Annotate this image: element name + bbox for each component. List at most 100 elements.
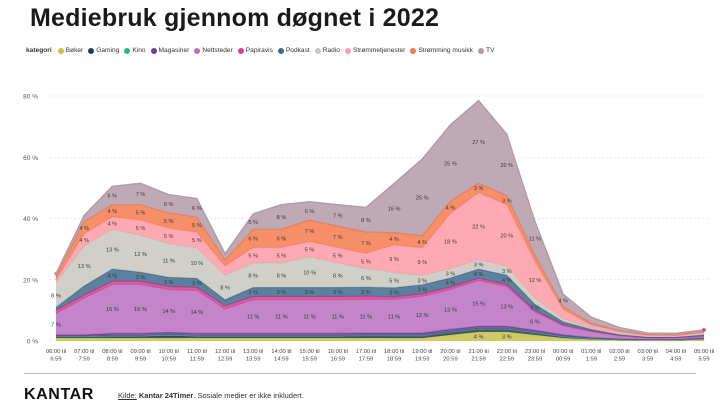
data-label: 3 % <box>502 269 512 275</box>
x-tick-label: 04:00 til 4:59 <box>666 349 686 363</box>
data-label: 5 % <box>192 238 202 244</box>
area-tv <box>56 100 704 335</box>
legend-label: Nettsteder <box>202 47 233 54</box>
legend-label: Bøker <box>65 47 84 54</box>
data-label: 11 % <box>163 259 175 265</box>
x-tick-line: 10:59 <box>161 357 176 363</box>
y-tick-label: 20 % <box>23 277 38 284</box>
data-label: 15 % <box>472 302 485 308</box>
x-tick-line: 5:59 <box>698 357 709 363</box>
data-label: 11 % <box>275 315 287 321</box>
x-tick-line: 03:00 til <box>637 349 657 355</box>
x-tick-line: 09:00 til <box>130 349 150 355</box>
x-tick-label: 15:00 til 15:59 <box>299 349 319 363</box>
point-marker <box>54 271 58 276</box>
chart-legend: kategori Bøker Gaming Kino Magasiner Nettste… <box>26 47 499 54</box>
x-tick-line: 16:59 <box>330 357 345 363</box>
data-label: 5 % <box>248 220 258 226</box>
line-tv <box>55 99 705 335</box>
data-label: 3 % <box>417 278 427 284</box>
data-label: 7 % <box>333 214 343 220</box>
x-tick-label: 19:00 til 19:59 <box>412 349 432 363</box>
x-tick-label: 21:00 til 21:59 <box>468 349 488 363</box>
legend-swatch <box>194 47 201 54</box>
data-label: 8 % <box>277 215 287 221</box>
x-tick-line: 05:00 til <box>694 349 714 355</box>
x-tick-label: 07:00 til 7:59 <box>74 349 94 363</box>
data-label: 7 % <box>136 192 146 198</box>
data-label: 4 % <box>446 206 456 212</box>
legend-item-stromming-musikk: Strømming musikk <box>410 47 473 54</box>
data-label: 3 % <box>305 290 315 296</box>
data-label: 5 % <box>192 223 202 229</box>
data-label: 3 % <box>192 281 202 287</box>
data-label: 20 % <box>500 234 513 240</box>
x-tick-line: 23:00 til <box>525 349 545 355</box>
data-label: 4 % <box>474 272 484 278</box>
x-tick-line: 20:59 <box>443 357 458 363</box>
data-label: 3 % <box>164 280 174 286</box>
legend-title: kategori <box>26 47 52 54</box>
data-label: 6 % <box>164 202 174 208</box>
area-gaming <box>56 328 704 341</box>
x-tick-label: 10:00 til 10:59 <box>159 349 179 363</box>
x-tick-line: 18:59 <box>387 357 402 363</box>
data-label: 16 % <box>106 307 119 313</box>
x-tick-line: 11:00 til <box>187 349 207 355</box>
data-label: 3 % <box>474 263 484 269</box>
kantar-logo: KANTAR <box>24 386 94 403</box>
legend-swatch <box>277 47 284 54</box>
data-label: 9 % <box>389 257 399 263</box>
data-label: 25 % <box>416 196 429 202</box>
data-label: 25 % <box>444 161 457 167</box>
data-label: 4 % <box>474 335 484 341</box>
data-label: 3 % <box>446 272 456 278</box>
x-tick-label: 20:00 til 20:59 <box>440 349 460 363</box>
x-tick-label: 11:00 til 11:59 <box>187 349 207 363</box>
legend-label: Papiravis <box>245 47 273 54</box>
x-tick-line: 20:00 til <box>440 349 460 355</box>
chart-title: Mediebruk gjennom døgnet i 2022 <box>30 4 440 32</box>
data-label: 7 % <box>305 229 315 235</box>
x-tick-line: 13:59 <box>246 357 261 363</box>
data-label: 4 % <box>79 238 89 244</box>
x-tick-label: 16:00 til 16:59 <box>328 349 348 363</box>
x-tick-line: 19:00 til <box>412 349 432 355</box>
data-label: 4 % <box>108 273 118 279</box>
legend-item-gaming: Gaming <box>88 47 119 54</box>
footer-divider <box>24 373 696 374</box>
legend-swatch <box>124 47 131 54</box>
data-label: 8 % <box>333 273 343 279</box>
legend-label: Magasiner <box>158 47 190 54</box>
legend-item-podkast: Podkast <box>277 47 310 54</box>
x-tick-line: 02:00 til <box>609 349 629 355</box>
x-tick-label: 13:00 til 13:59 <box>243 349 263 363</box>
data-label: 11 % <box>388 314 400 320</box>
data-label: 5 % <box>277 253 287 259</box>
legend-item-kino: Kino <box>124 47 146 54</box>
data-label: 5 % <box>136 226 146 232</box>
data-label: 4 % <box>389 237 399 243</box>
data-label: 16 % <box>134 307 147 313</box>
x-tick-label: 09:00 til 9:59 <box>130 349 150 363</box>
data-label: 11 % <box>303 315 315 321</box>
legend-label: Strømmetjenester <box>352 47 406 54</box>
x-tick-line: 7:59 <box>79 357 90 363</box>
data-label: 27 % <box>472 140 485 146</box>
data-label: 5 % <box>389 278 399 284</box>
data-label: 20 % <box>500 163 513 169</box>
x-tick-label: 00:00 til 00:59 <box>553 349 573 363</box>
data-label: 12 % <box>529 278 542 284</box>
data-label: 13 % <box>106 247 119 253</box>
legend-swatch <box>344 47 351 54</box>
data-label: 8 % <box>220 286 230 292</box>
legend-item-radio: Radio <box>314 47 340 54</box>
data-label: 8 % <box>277 273 287 279</box>
y-tick-label: 40 % <box>23 216 38 223</box>
x-tick-line: 19:59 <box>415 357 430 363</box>
data-label: 14 % <box>162 309 175 315</box>
x-tick-line: 01:00 til <box>581 349 601 355</box>
area-strommetjenester <box>56 192 704 337</box>
x-tick-line: 15:59 <box>302 357 317 363</box>
data-label: 3 % <box>417 287 427 293</box>
